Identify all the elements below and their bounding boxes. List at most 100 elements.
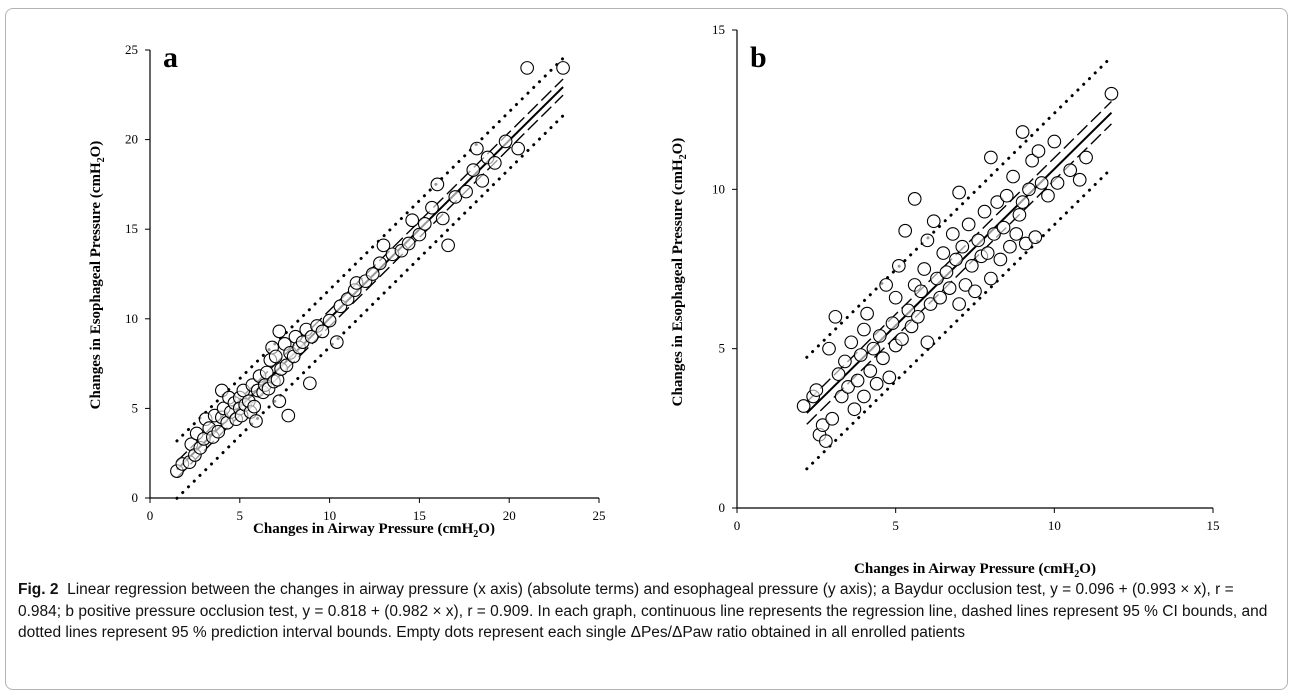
- panel-b-y-tick-label: 5: [719, 341, 726, 356]
- panel-a-data-point: [304, 329, 319, 344]
- panel-b-data-point: [844, 335, 859, 350]
- panel-b-data-point: [917, 262, 932, 276]
- panel-a-data-point: [249, 414, 263, 428]
- panel-a-data-point: [272, 394, 287, 409]
- panel-b-data-point: [1006, 169, 1020, 184]
- panel-b-data-point: [939, 265, 954, 280]
- panel-b-data-point: [971, 233, 986, 248]
- panel-b-data-point: [1028, 230, 1043, 244]
- panel-b-data-point: [885, 316, 900, 331]
- panel-b-data-point: [819, 434, 833, 448]
- panel-a-data-point: [376, 238, 391, 253]
- panel-a-ticks: 0 5 10 15 20 25 0 5 10 15 20 25: [125, 42, 606, 523]
- panel-a-data-point: [322, 313, 337, 328]
- panel-a-y-tick-label: 10: [125, 311, 138, 326]
- panel-b-data-point: [796, 399, 811, 413]
- panel-b-data-point: [1012, 207, 1027, 222]
- panel-a-y-axis-title: Changes in Esophageal Pressure (cmH2O): [88, 141, 107, 410]
- panel-a-data-point: [459, 184, 473, 199]
- panel-b-data-point: [930, 271, 944, 286]
- panel-b-data-point: [907, 192, 922, 206]
- panel-b-data-point: [996, 220, 1011, 235]
- panel-a-ci-lower-line: [176, 94, 564, 479]
- panel-a-data-point: [448, 190, 463, 204]
- panel-b-data-point: [1003, 239, 1017, 254]
- panel-a-y-tick-label: 15: [125, 221, 138, 236]
- panel-a-data-point: [259, 365, 274, 380]
- panel-b-data-point: [882, 370, 897, 385]
- panel-b-data-point: [980, 246, 995, 260]
- panel-b-data-point: [911, 309, 925, 324]
- panel-a-data-point: [272, 324, 287, 339]
- panel-b-data-point: [952, 297, 966, 311]
- panel-a-data-point: [365, 267, 380, 281]
- panel-b-ticks: 0 5 10 15 0 5 10 15: [712, 22, 1220, 533]
- panel-b-data-point: [1104, 86, 1119, 101]
- panel-a-data-point: [315, 324, 330, 339]
- panel-a-x-tick-label: 15: [413, 508, 426, 523]
- panel-b-data-point: [1025, 153, 1039, 168]
- panel-a-data-point: [417, 216, 432, 231]
- panel-b-data-point: [949, 252, 963, 267]
- panel-b-data-point: [1047, 134, 1062, 149]
- panel-a-data-point: [279, 358, 294, 373]
- panel-b-data-point: [828, 309, 843, 324]
- panel-a-data-point: [435, 211, 450, 226]
- panel-a-data-point: [430, 177, 445, 192]
- panel-b-data-point: [850, 373, 865, 388]
- panel-b-data-point: [968, 284, 982, 299]
- panel-b-data-point: [920, 335, 935, 350]
- panel-b-data-point: [1022, 182, 1036, 197]
- panel-b-y-axis-title: Changes in Esophageal Pressure (cmH2O): [670, 138, 689, 407]
- panel-b-ci-lower-line: [806, 123, 1112, 425]
- panel-b-data-point: [1079, 150, 1093, 165]
- figure-plots: 0 5 10 15 20 25 0 5 10 15 20 25 a Changes in Airway…: [88, 22, 1220, 580]
- panel-a-data-point: [281, 408, 296, 423]
- panel-b-data-point: [888, 290, 903, 305]
- panel-b-chart: 0 5 10 15 0 5 10 15 b Changes in Airway Pressur…: [670, 22, 1220, 580]
- panel-b-data-point: [879, 278, 893, 292]
- panel-b-data-point: [872, 329, 887, 343]
- panel-b-data-point: [1018, 236, 1033, 251]
- panel-a-data-point: [373, 256, 387, 271]
- panel-a-x-tick-label: 25: [593, 508, 606, 523]
- panel-b-data-point: [869, 376, 884, 391]
- panel-b-data-point: [936, 246, 951, 260]
- panel-b-data-point: [964, 258, 979, 273]
- panel-a-letter: a: [163, 41, 178, 74]
- panel-b-x-tick-label: 0: [734, 518, 741, 533]
- panel-b-data-point: [841, 380, 855, 394]
- panel-a-data-point: [498, 134, 513, 149]
- panel-b-data-point: [834, 389, 849, 404]
- panel-b-data-point: [809, 383, 824, 397]
- panel-b-data-point: [914, 284, 928, 299]
- panel-b-data-point: [822, 341, 836, 356]
- panel-b-data-point: [866, 341, 881, 356]
- panel-b-data-point: [831, 367, 846, 382]
- panel-a-data-point: [487, 156, 502, 170]
- panel-a-data-point: [211, 424, 226, 439]
- panel-b-data-point: [825, 411, 840, 426]
- panel-b-data-point: [920, 233, 935, 248]
- panel-a-prediction-lower-line: [175, 114, 565, 500]
- panel-a-data-point: [247, 399, 262, 414]
- panel-b-data-point: [1050, 176, 1065, 190]
- panel-b-data-point: [904, 319, 919, 334]
- panel-a-data-point: [329, 335, 344, 349]
- panel-a-data-point: [268, 349, 283, 364]
- panel-b-data-point: [815, 418, 830, 432]
- panel-b-data-point: [1009, 227, 1024, 241]
- panel-a-data-point: [405, 213, 420, 228]
- figure-frame: [5, 8, 1288, 690]
- panel-b-y-tick-label: 15: [712, 22, 725, 37]
- panel-b-data-point: [984, 271, 998, 286]
- panel-a-x-axis-title: Changes in Airway Pressure (cmH2O): [253, 521, 495, 540]
- caption-label: Fig. 2: [18, 581, 59, 598]
- panel-b-data-point: [942, 281, 957, 295]
- panel-b-data-point: [898, 223, 913, 238]
- panel-a-x-tick-label: 20: [503, 508, 516, 523]
- panel-b-data-point: [1031, 144, 1046, 158]
- panel-b-data-point: [923, 297, 938, 311]
- panel-a-prediction-upper-line: [175, 56, 565, 443]
- panel-b-data-point: [857, 322, 871, 337]
